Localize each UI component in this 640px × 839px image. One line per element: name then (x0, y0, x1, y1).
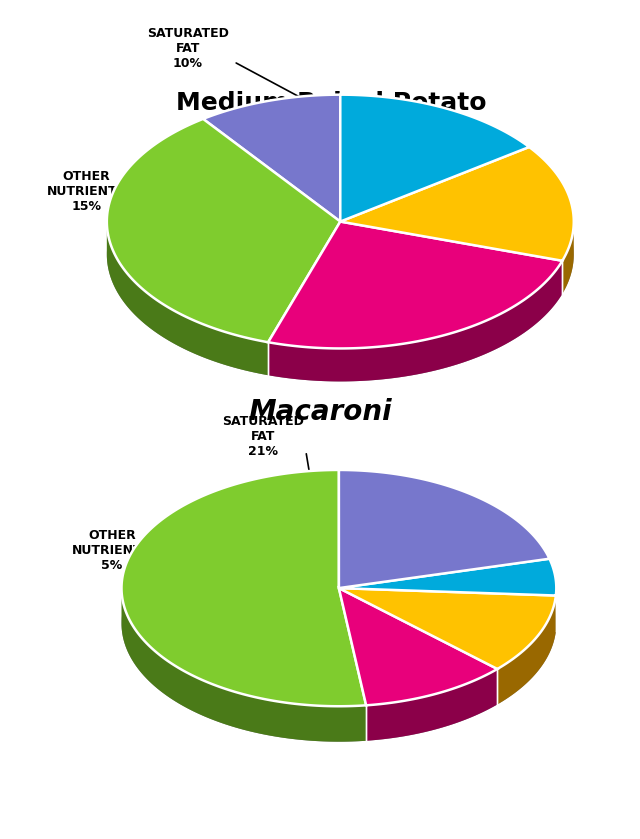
Text: PROTEIN
25%: PROTEIN 25% (350, 291, 412, 320)
Polygon shape (107, 221, 268, 375)
Text: SATURATED
FAT
10%: SATURATED FAT 10% (147, 28, 229, 70)
Polygon shape (339, 588, 556, 669)
Polygon shape (339, 470, 550, 588)
Text: the nutritional consistency of two dinners: the nutritional consistency of two dinne… (24, 791, 616, 816)
Text: CARBOHYDRAT
ES
52%: CARBOHYDRAT ES 52% (428, 566, 533, 610)
Polygon shape (497, 596, 556, 705)
Polygon shape (268, 221, 563, 348)
Polygon shape (122, 505, 556, 742)
Text: OTHER
NUTRIENTS
5%: OTHER NUTRIENTS 5% (72, 529, 152, 572)
Polygon shape (268, 261, 563, 382)
Polygon shape (122, 470, 366, 706)
Text: GLOCOSE
15%: GLOCOSE 15% (201, 253, 266, 281)
Polygon shape (122, 589, 366, 742)
Polygon shape (366, 669, 497, 741)
Text: CARBOHYDRAT
ES
35%: CARBOHYDRAT ES 35% (440, 159, 545, 202)
Polygon shape (339, 588, 497, 706)
Polygon shape (107, 119, 340, 342)
Text: Medium Baked Potato: Medium Baked Potato (177, 91, 487, 115)
Text: GLOCOSE
11%: GLOCOSE 11% (223, 622, 289, 649)
Polygon shape (340, 95, 529, 221)
Text: PROTEIN
11%: PROTEIN 11% (317, 652, 379, 680)
Text: SATURATED
FAT
21%: SATURATED FAT 21% (222, 415, 304, 458)
Polygon shape (563, 221, 574, 294)
Polygon shape (340, 147, 574, 261)
Polygon shape (339, 559, 556, 596)
Text: Macaroni: Macaroni (248, 398, 392, 426)
Polygon shape (203, 95, 340, 221)
Text: OTHER
NUTRIENTS
15%: OTHER NUTRIENTS 15% (47, 169, 126, 212)
Polygon shape (107, 128, 574, 382)
